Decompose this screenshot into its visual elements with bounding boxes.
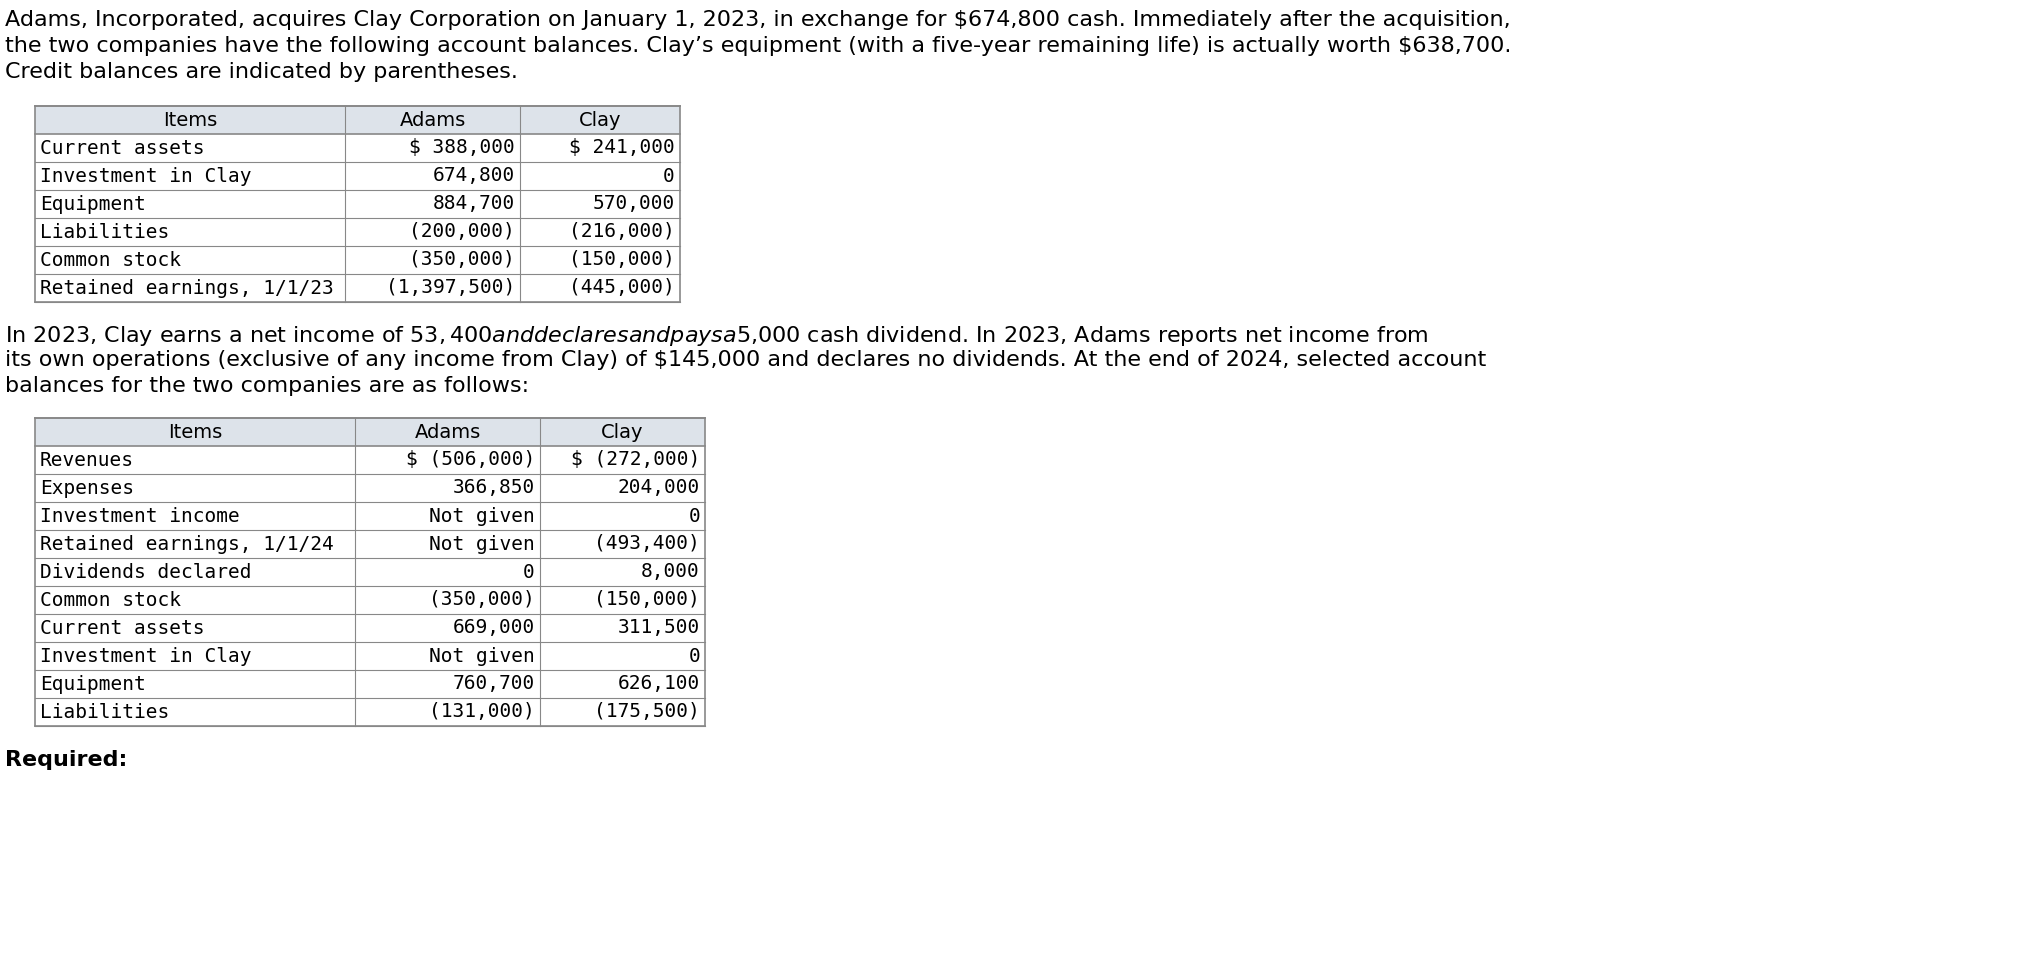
Text: Expenses: Expenses [40, 478, 133, 498]
Text: Adams: Adams [414, 423, 481, 441]
Text: $ 388,000: $ 388,000 [410, 138, 515, 158]
Text: Required:: Required: [4, 750, 127, 770]
Text: 669,000: 669,000 [452, 618, 535, 638]
Text: Investment income: Investment income [40, 506, 240, 526]
Text: (350,000): (350,000) [428, 590, 535, 610]
Text: the two companies have the following account balances. Clay’s equipment (with a : the two companies have the following acc… [4, 36, 1511, 56]
Text: 626,100: 626,100 [618, 675, 701, 693]
Text: Current assets: Current assets [40, 138, 204, 158]
Text: 366,850: 366,850 [452, 478, 535, 498]
Text: its own operations (exclusive of any income from Clay) of $145,000 and declares : its own operations (exclusive of any inc… [4, 350, 1487, 370]
Text: Clay: Clay [602, 423, 644, 441]
Text: (175,500): (175,500) [594, 702, 701, 722]
Text: Clay: Clay [580, 110, 622, 130]
Text: (150,000): (150,000) [570, 250, 675, 270]
Text: (350,000): (350,000) [410, 250, 515, 270]
Bar [34, 106, 681, 134]
Text: Current assets: Current assets [40, 618, 204, 638]
Text: Adams: Adams [400, 110, 467, 130]
Text: 0: 0 [689, 506, 701, 526]
Text: Not given: Not given [428, 506, 535, 526]
Text: 0: 0 [663, 167, 675, 185]
Text: Liabilities: Liabilities [40, 222, 170, 242]
Text: (493,400): (493,400) [594, 535, 701, 553]
Text: Items: Items [164, 110, 216, 130]
Text: Investment in Clay: Investment in Clay [40, 647, 252, 665]
Text: balances for the two companies are as follows:: balances for the two companies are as fo… [4, 376, 529, 396]
Text: (1,397,500): (1,397,500) [386, 279, 515, 297]
Text: (200,000): (200,000) [410, 222, 515, 242]
Text: Retained earnings, 1/1/23: Retained earnings, 1/1/23 [40, 279, 333, 297]
Text: Investment in Clay: Investment in Clay [40, 167, 252, 185]
Text: Liabilities: Liabilities [40, 702, 170, 722]
Text: $ 241,000: $ 241,000 [570, 138, 675, 158]
Text: Adams, Incorporated, acquires Clay Corporation on January 1, 2023, in exchange f: Adams, Incorporated, acquires Clay Corpo… [4, 10, 1511, 30]
Text: Not given: Not given [428, 647, 535, 665]
Text: Credit balances are indicated by parentheses.: Credit balances are indicated by parenth… [4, 62, 517, 82]
Text: 8,000: 8,000 [640, 563, 701, 581]
Text: Not given: Not given [428, 535, 535, 553]
Text: (216,000): (216,000) [570, 222, 675, 242]
Text: (150,000): (150,000) [594, 590, 701, 610]
Text: 570,000: 570,000 [592, 195, 675, 213]
Text: 0: 0 [689, 647, 701, 665]
Text: Common stock: Common stock [40, 590, 182, 610]
Text: (445,000): (445,000) [570, 279, 675, 297]
Text: Items: Items [168, 423, 222, 441]
Text: 204,000: 204,000 [618, 478, 701, 498]
Text: Revenues: Revenues [40, 451, 133, 469]
Text: Common stock: Common stock [40, 250, 182, 270]
Text: 0: 0 [523, 563, 535, 581]
Text: Equipment: Equipment [40, 675, 145, 693]
Text: Retained earnings, 1/1/24: Retained earnings, 1/1/24 [40, 535, 333, 553]
Text: Dividends declared: Dividends declared [40, 563, 252, 581]
Text: 674,800: 674,800 [432, 167, 515, 185]
Bar [34, 418, 705, 446]
Text: 760,700: 760,700 [452, 675, 535, 693]
Text: 311,500: 311,500 [618, 618, 701, 638]
Text: $ (272,000): $ (272,000) [572, 451, 701, 469]
Text: 884,700: 884,700 [432, 195, 515, 213]
Text: Equipment: Equipment [40, 195, 145, 213]
Text: (131,000): (131,000) [428, 702, 535, 722]
Text: In 2023, Clay earns a net income of $53,400 and declares and pays a $5,000 cash : In 2023, Clay earns a net income of $53,… [4, 324, 1428, 348]
Text: $ (506,000): $ (506,000) [406, 451, 535, 469]
